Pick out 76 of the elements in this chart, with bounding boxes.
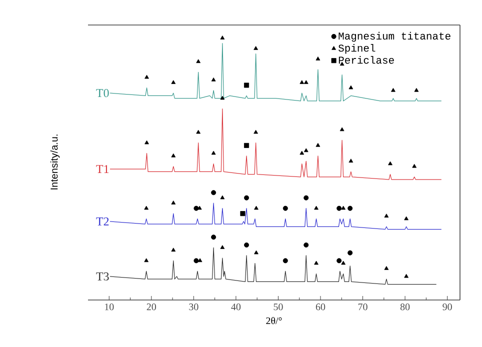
point <box>391 88 396 92</box>
x-tick-label: 60 <box>316 304 326 310</box>
point <box>220 36 225 40</box>
point <box>171 248 176 252</box>
point <box>384 266 389 270</box>
point <box>304 242 309 248</box>
point <box>194 258 199 264</box>
point <box>300 150 304 155</box>
point <box>348 158 354 163</box>
point <box>196 130 201 134</box>
point <box>211 150 216 155</box>
point <box>384 214 389 218</box>
point <box>414 88 419 92</box>
point <box>282 206 288 211</box>
legend-label: Magnesium titanate <box>338 32 450 42</box>
point <box>254 46 258 50</box>
point <box>196 59 201 64</box>
point <box>171 80 176 84</box>
point <box>412 164 417 168</box>
point <box>304 80 308 84</box>
point <box>220 245 225 249</box>
point <box>348 85 354 90</box>
x-tick-label: 30 <box>189 304 198 310</box>
point <box>404 216 408 220</box>
point <box>314 206 318 210</box>
point <box>304 195 309 200</box>
point <box>316 142 320 147</box>
y-axis-title: Intensity/a.u. <box>50 134 60 190</box>
x-tick-label: 70 <box>358 304 368 310</box>
point <box>144 206 149 210</box>
point <box>144 140 149 144</box>
point <box>211 234 216 240</box>
x-tick-label: 40 <box>231 304 241 310</box>
point <box>171 153 176 158</box>
x-tick-label: 80 <box>400 304 410 310</box>
point <box>300 80 304 84</box>
point <box>404 274 408 278</box>
point <box>304 148 308 152</box>
point <box>316 56 320 60</box>
point <box>244 195 250 200</box>
point <box>244 242 250 248</box>
x-tick-label: 20 <box>146 304 156 310</box>
x-tick-label: 50 <box>274 304 283 310</box>
point <box>240 211 246 216</box>
point <box>254 130 258 134</box>
point <box>144 74 149 79</box>
point <box>314 260 318 265</box>
series-label: T2 <box>96 217 109 226</box>
point <box>341 260 346 265</box>
point <box>171 200 176 204</box>
x-tick-label: 90 <box>442 304 452 310</box>
legend-label: Periclase <box>338 56 394 64</box>
point <box>254 206 258 210</box>
point <box>244 142 250 148</box>
series-label: T3 <box>96 272 109 280</box>
point <box>244 82 250 88</box>
point <box>220 195 225 200</box>
point <box>336 258 342 264</box>
legend-label: Spinel <box>338 44 376 54</box>
point <box>211 77 216 82</box>
point <box>211 190 216 196</box>
point <box>198 258 202 262</box>
point <box>348 206 353 211</box>
x-axis-title: 2θ/° <box>266 317 282 324</box>
series-label: T1 <box>96 165 109 173</box>
point <box>340 127 344 132</box>
x-tick-label: 10 <box>105 304 114 310</box>
point <box>388 161 392 166</box>
series-label: T0 <box>96 89 109 98</box>
point <box>336 206 342 211</box>
point <box>144 258 149 262</box>
point <box>348 250 353 256</box>
point <box>254 250 258 254</box>
point <box>341 206 346 210</box>
point <box>282 258 288 264</box>
point <box>220 96 225 100</box>
